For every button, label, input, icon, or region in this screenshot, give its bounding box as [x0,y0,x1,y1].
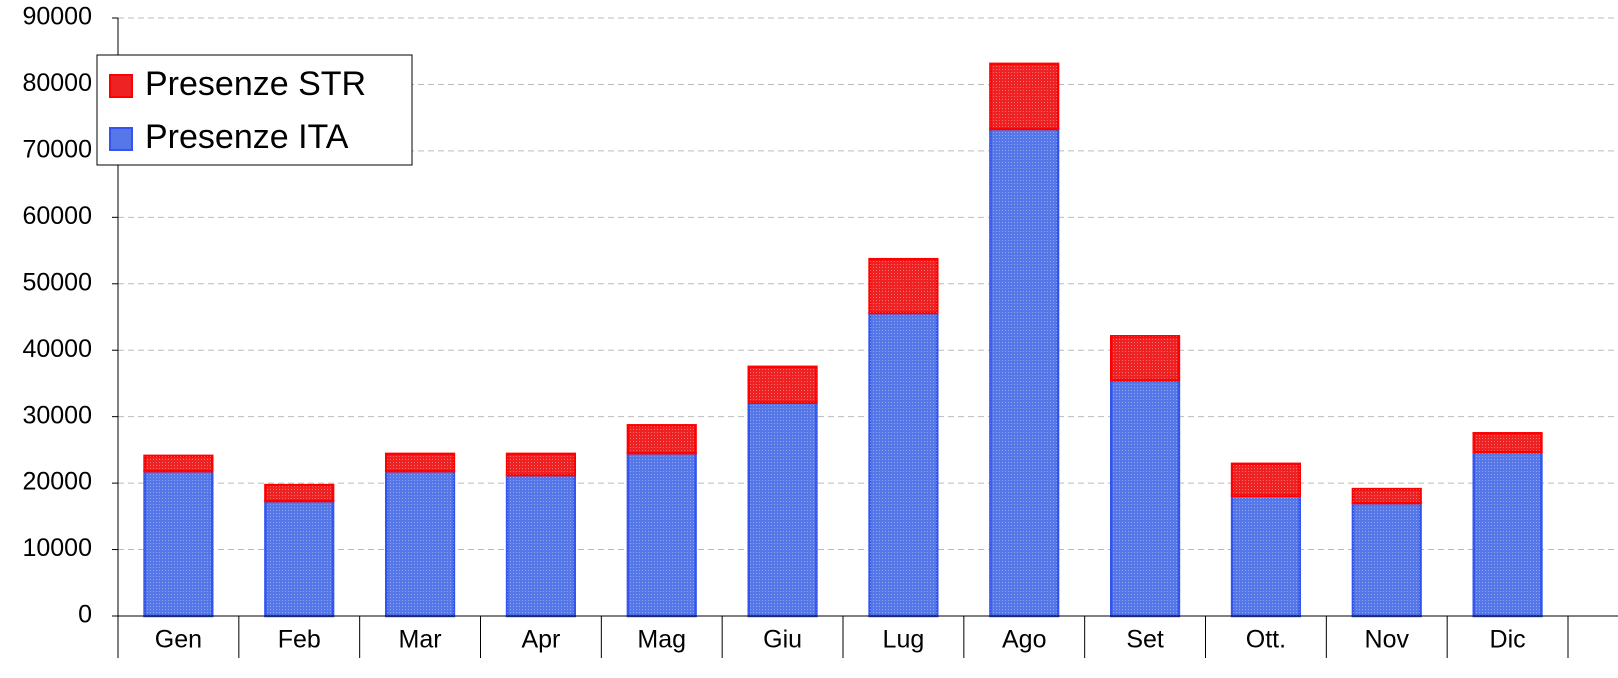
bar-texture [1473,451,1542,616]
y-tick-label: 70000 [22,135,92,163]
bar-texture [144,471,213,616]
bar-texture [627,425,696,454]
bar-texture [507,475,575,616]
bar-texture [1232,463,1300,496]
bar-texture [386,471,454,616]
x-tick-label: Mag [637,626,686,654]
bar-texture [144,455,213,472]
y-tick-label: 20000 [22,468,92,496]
x-tick-label: Ott. [1246,626,1286,654]
bar-texture [265,485,334,502]
legend-label: Presenze ITA [145,118,349,156]
bar-texture [1111,336,1179,381]
legend-label: Presenze STR [145,65,366,103]
y-tick-label: 0 [78,601,92,629]
y-tick-label: 60000 [22,202,92,230]
bar-texture [265,501,334,616]
x-tick-label: Gen [155,626,202,654]
x-tick-label: Dic [1490,626,1526,654]
x-tick-label: Ago [1002,626,1046,654]
legend-box [96,54,413,166]
x-tick-label: Apr [521,626,560,654]
bar-texture [869,313,938,616]
bar-texture [1473,433,1542,452]
y-tick-label: 50000 [22,268,92,296]
legend-swatch [109,74,133,98]
bar-texture [869,259,938,314]
y-tick-label: 80000 [22,69,92,97]
bar-texture [1352,503,1421,616]
bar-texture [990,128,1059,616]
bar-texture [1352,489,1421,504]
x-tick-label: Mar [399,626,442,654]
x-tick-label: Nov [1365,626,1410,654]
y-tick-label: 40000 [22,335,92,363]
y-tick-label: 30000 [22,401,92,429]
x-tick-label: Lug [883,626,925,654]
bar-texture [507,453,575,476]
y-tick-label: 90000 [22,3,92,31]
x-tick-label: Set [1126,626,1164,654]
x-tick-label: Giu [763,626,802,654]
bar-texture [1111,380,1179,616]
bar-texture [627,453,696,616]
bar-texture [748,402,817,616]
bar-texture [748,366,817,403]
bar-texture [990,63,1059,129]
x-tick-label: Feb [278,626,321,654]
bar-texture [386,453,454,472]
legend-swatch [109,127,133,151]
bar-texture [1232,495,1300,616]
y-tick-label: 10000 [22,534,92,562]
